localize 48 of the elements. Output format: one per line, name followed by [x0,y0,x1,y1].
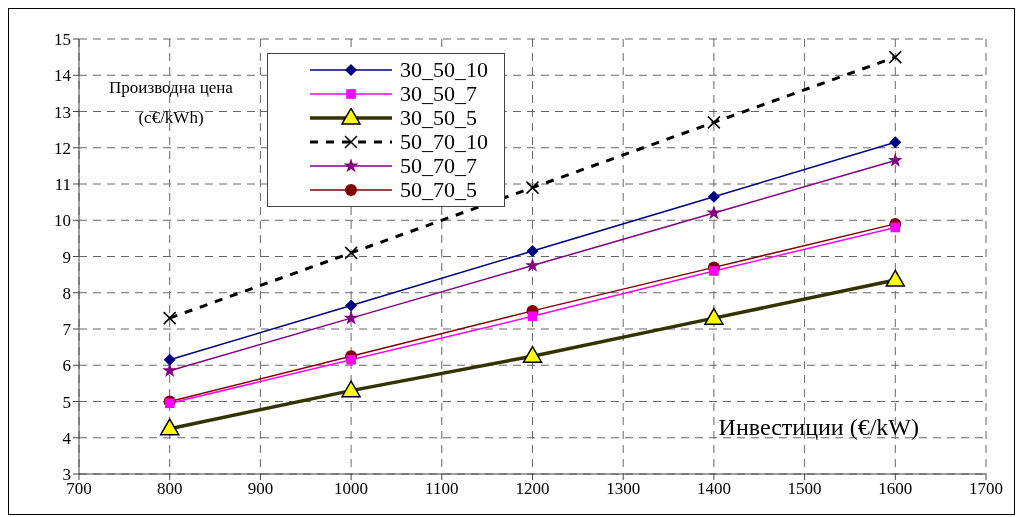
point [162,311,177,325]
legend-label: 50_70_5 [400,177,477,203]
y-tick-label: 12 [54,138,71,158]
legend-label: 30_50_7 [400,81,477,107]
x-tick-label: 900 [247,479,274,499]
point [887,152,903,167]
point [162,362,178,377]
legend-label: 30_50_5 [400,105,477,131]
y-tick-label: 7 [62,320,72,340]
x-tick-label: 700 [66,479,92,499]
point [889,136,902,149]
y-tick-label: 8 [62,283,71,303]
point [344,246,358,260]
y-tick-label: 15 [54,30,71,50]
x-tick-label: 1600 [878,479,913,499]
legend-label: 50_70_7 [400,153,477,179]
legend-label: 30_50_10 [400,57,488,83]
y-tick-label: 9 [62,247,71,267]
x-tick-label: 1000 [334,479,369,499]
x-tick-label: 800 [156,479,183,499]
y-tick-label: 14 [54,66,72,86]
point [345,299,358,312]
point [707,115,721,130]
x-axis-title: Инвестиции (€/kW) [718,414,919,441]
point [343,310,359,325]
point [346,355,356,365]
point [888,50,903,64]
x-tick-label: 1400 [696,479,731,499]
x-tick-label: 1200 [515,479,550,499]
point [525,257,540,272]
point [526,245,539,258]
point [525,180,540,195]
x-tick-label: 1300 [606,479,641,499]
y-tick-label: 5 [62,392,71,412]
x-tick-label: 1500 [787,479,822,499]
y-tick-label: 4 [62,428,72,448]
point [163,353,176,366]
y-axis-title: Производна цена (c€/kWh) [108,77,234,129]
point [706,205,722,220]
y-tick-label: 11 [54,175,71,195]
y-tick-label: 13 [54,102,71,122]
point [707,190,720,203]
y-tick-label: 10 [54,211,71,231]
legend-label: 50_70_10 [400,129,488,155]
point [709,266,719,276]
x-tick-label: 1100 [425,479,459,499]
y-tick-label: 6 [62,356,71,376]
x-tick-label: 1700 [969,479,1003,499]
